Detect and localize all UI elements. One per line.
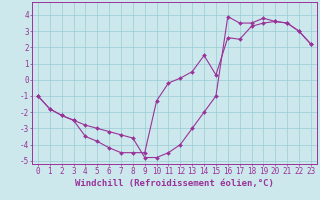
X-axis label: Windchill (Refroidissement éolien,°C): Windchill (Refroidissement éolien,°C)	[75, 179, 274, 188]
